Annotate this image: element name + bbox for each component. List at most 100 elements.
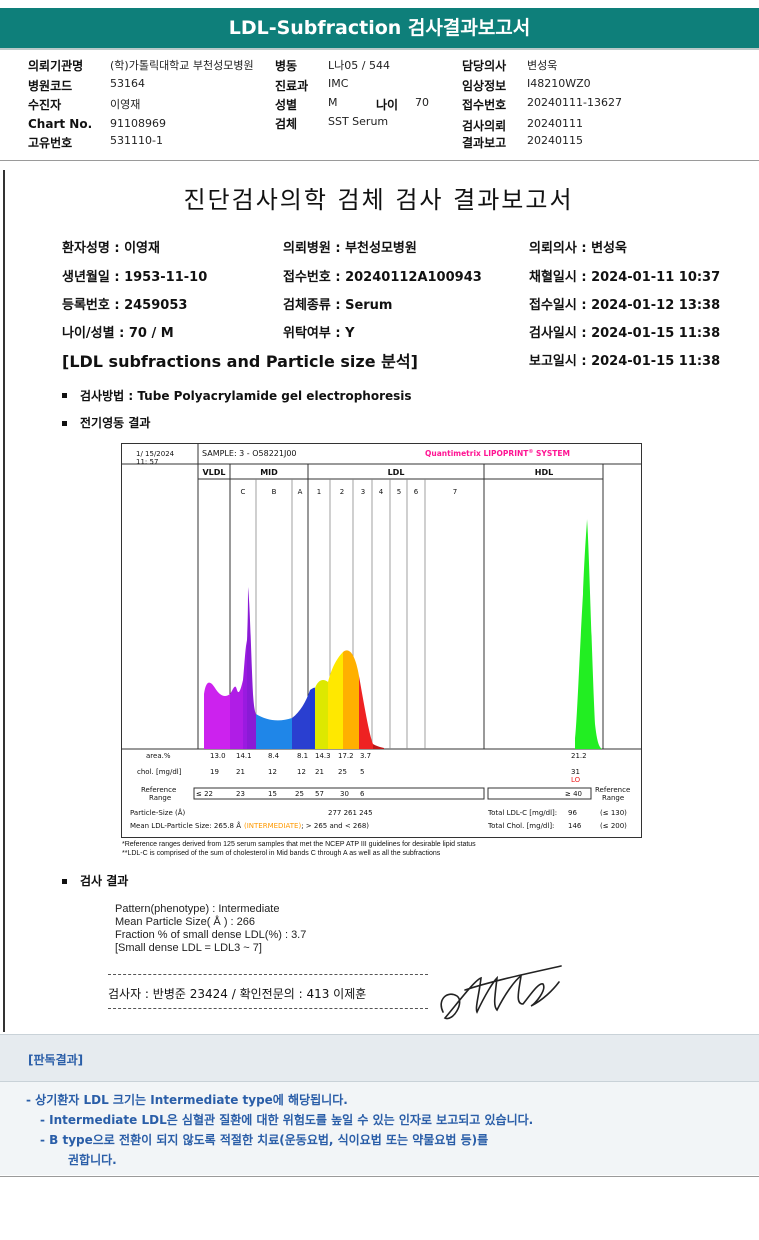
chart-brand: Quantimetrix LIPOPRINT® SYSTEM (425, 449, 570, 458)
chart-brand-sup: ® (528, 449, 533, 455)
report-title: 진단검사의학 검체 검사 결과보고서 (183, 186, 574, 214)
area-value: 14.3 (315, 752, 331, 760)
ref-label-right: Range (602, 794, 624, 802)
divider (0, 1176, 759, 1177)
field-value: M (328, 96, 338, 109)
opinion-line: - 상기환자 LDL 크기는 Intermediate type에 해당됩니다. (26, 1093, 348, 1107)
footnote: **LDL-C is comprised of the sum of chole… (122, 850, 441, 857)
ref-value: 57 (315, 790, 324, 798)
chol-value: 21 (236, 768, 245, 776)
particle-size-values: 277 261 245 (328, 809, 373, 817)
mean-size-label: Mean LDL-Particle Size: 265.8 Å (INTERMED… (130, 821, 369, 830)
opinion-line: 권합니다. (68, 1153, 117, 1167)
opinion-title: [판독결과] (28, 1053, 84, 1067)
patient-name: 환자성명 : 이영재 (62, 241, 160, 256)
area-value: 8.1 (297, 752, 308, 760)
field-label: 검사의뢰 (462, 119, 507, 133)
ref-box-hdl (487, 787, 592, 800)
field-label: 임상정보 (462, 79, 507, 93)
divider (0, 160, 759, 161)
field-value: 20240111 (527, 117, 583, 130)
divider (108, 974, 428, 975)
field-label: 수진자 (28, 98, 62, 112)
result-line: Pattern(phenotype) : Intermediate (115, 903, 280, 915)
band-label: 7 (453, 488, 457, 496)
area-mid-b (256, 714, 292, 749)
total-chol-label: Total Chol. [mg/dl]: (487, 822, 554, 830)
row-label-chol: chol. [mg/dl] (137, 768, 182, 776)
field-value: 20240111-13627 (527, 96, 622, 109)
ref-value: 23 (236, 790, 245, 798)
chol-value: 12 (268, 768, 277, 776)
band-label: 5 (397, 488, 401, 496)
age-sex: 나이/성별 : 70 / M (62, 326, 174, 341)
chol-value: 19 (210, 768, 219, 776)
ref-box (193, 787, 485, 800)
area-ldl4 (373, 744, 384, 749)
band-label: 6 (414, 488, 419, 496)
area-mid-a2 (310, 687, 315, 749)
section-title: [LDL subfractions and Particle size 분석] (62, 352, 418, 371)
ref-value: 25 (295, 790, 304, 798)
referring-hospital: 의뢰병원 : 부천성모병원 (283, 241, 417, 256)
region-label-mid: MID (260, 468, 278, 477)
area-mid-c-peak (247, 587, 256, 749)
field-label: 병동 (275, 59, 298, 73)
chol-value: 21 (315, 768, 324, 776)
ref-value: 30 (340, 790, 349, 798)
area-vldl (204, 682, 230, 749)
opinion-header: [판독결과] (0, 1035, 759, 1082)
chol-value: 25 (338, 768, 347, 776)
chart-date: 1/ 15/2024 (136, 450, 175, 458)
mean-size-ref: ; > 265 and < 268) (301, 822, 369, 830)
chart-brand-name: Quantimetrix LIPOPRINT (425, 449, 529, 458)
opinion-section: [판독결과] - 상기환자 LDL 크기는 Intermediate type에… (0, 1034, 759, 1175)
chart-canvas: 1/ 15/2024 11: 57 SAMPLE: 3 - O58221J00 … (122, 444, 641, 830)
ref-label-right: Reference (595, 786, 630, 794)
area-value: 13.0 (210, 752, 226, 760)
field-value: L나05 / 544 (328, 59, 390, 72)
signature-image (440, 965, 562, 1020)
result-line: Mean Particle Size( Å ) : 266 (115, 916, 256, 928)
total-ldl-ref: (≤ 130) (600, 809, 627, 817)
field-value: SST Serum (328, 115, 389, 128)
ref-value: 6 (360, 790, 365, 798)
outsourced: 위탁여부 : Y (283, 326, 355, 341)
area-mid-c2 (243, 640, 247, 749)
referring-doctor: 의뢰의사 : 변성욱 (529, 241, 627, 256)
footnote: *Reference ranges derived from 125 serum… (122, 841, 476, 848)
field-label: 병원코드 (28, 79, 73, 93)
field-value: 70 (415, 96, 429, 109)
region-label-ldl: LDL (388, 468, 405, 477)
field-label: 고유번호 (28, 136, 73, 150)
field-value: 변성욱 (527, 59, 558, 72)
title-bar: LDL-Subfraction 검사결과보고서 (0, 8, 759, 50)
field-label: 결과보고 (462, 136, 507, 150)
ref-label: Reference (141, 786, 176, 794)
chart-time: 11: 57 (136, 458, 158, 466)
field-value: I48210WZ0 (527, 77, 591, 90)
lipoprint-chart: 1/ 15/2024 11: 57 SAMPLE: 3 - O58221J00 … (121, 443, 642, 838)
field-value: 이영재 (110, 98, 141, 111)
region-label-vldl: VLDL (202, 468, 225, 477)
result-line: [Small dense LDL = LDL3 ~ 7] (115, 942, 262, 954)
bullet (62, 421, 67, 426)
page-title: LDL-Subfraction 검사결과보고서 (228, 17, 531, 39)
field-value: (학)가톨릭대학교 부천성모병원 (110, 59, 254, 72)
area-ldl2 (343, 650, 359, 749)
result-title: 검사 결과 (80, 874, 129, 888)
band-label: 3 (361, 488, 365, 496)
bullet (62, 879, 67, 884)
registration-number: 등록번호 : 2459053 (62, 298, 188, 313)
field-label: 접수번호 (462, 98, 507, 112)
bullet (62, 393, 67, 398)
ref-value: ≤ 22 (196, 790, 213, 798)
chart-sample: SAMPLE: 3 - O58221J00 (202, 449, 297, 458)
chol-hdl-value: 31 (571, 768, 580, 776)
field-value: 20240115 (527, 134, 583, 147)
mean-size-text: Mean LDL-Particle Size: 265.8 Å (130, 821, 241, 830)
field-label: 나이 (376, 98, 399, 112)
field-label: 성별 (275, 98, 298, 112)
chol-value: 5 (360, 768, 364, 776)
tested-datetime: 검사일시 : 2024-01-15 11:38 (529, 326, 721, 341)
